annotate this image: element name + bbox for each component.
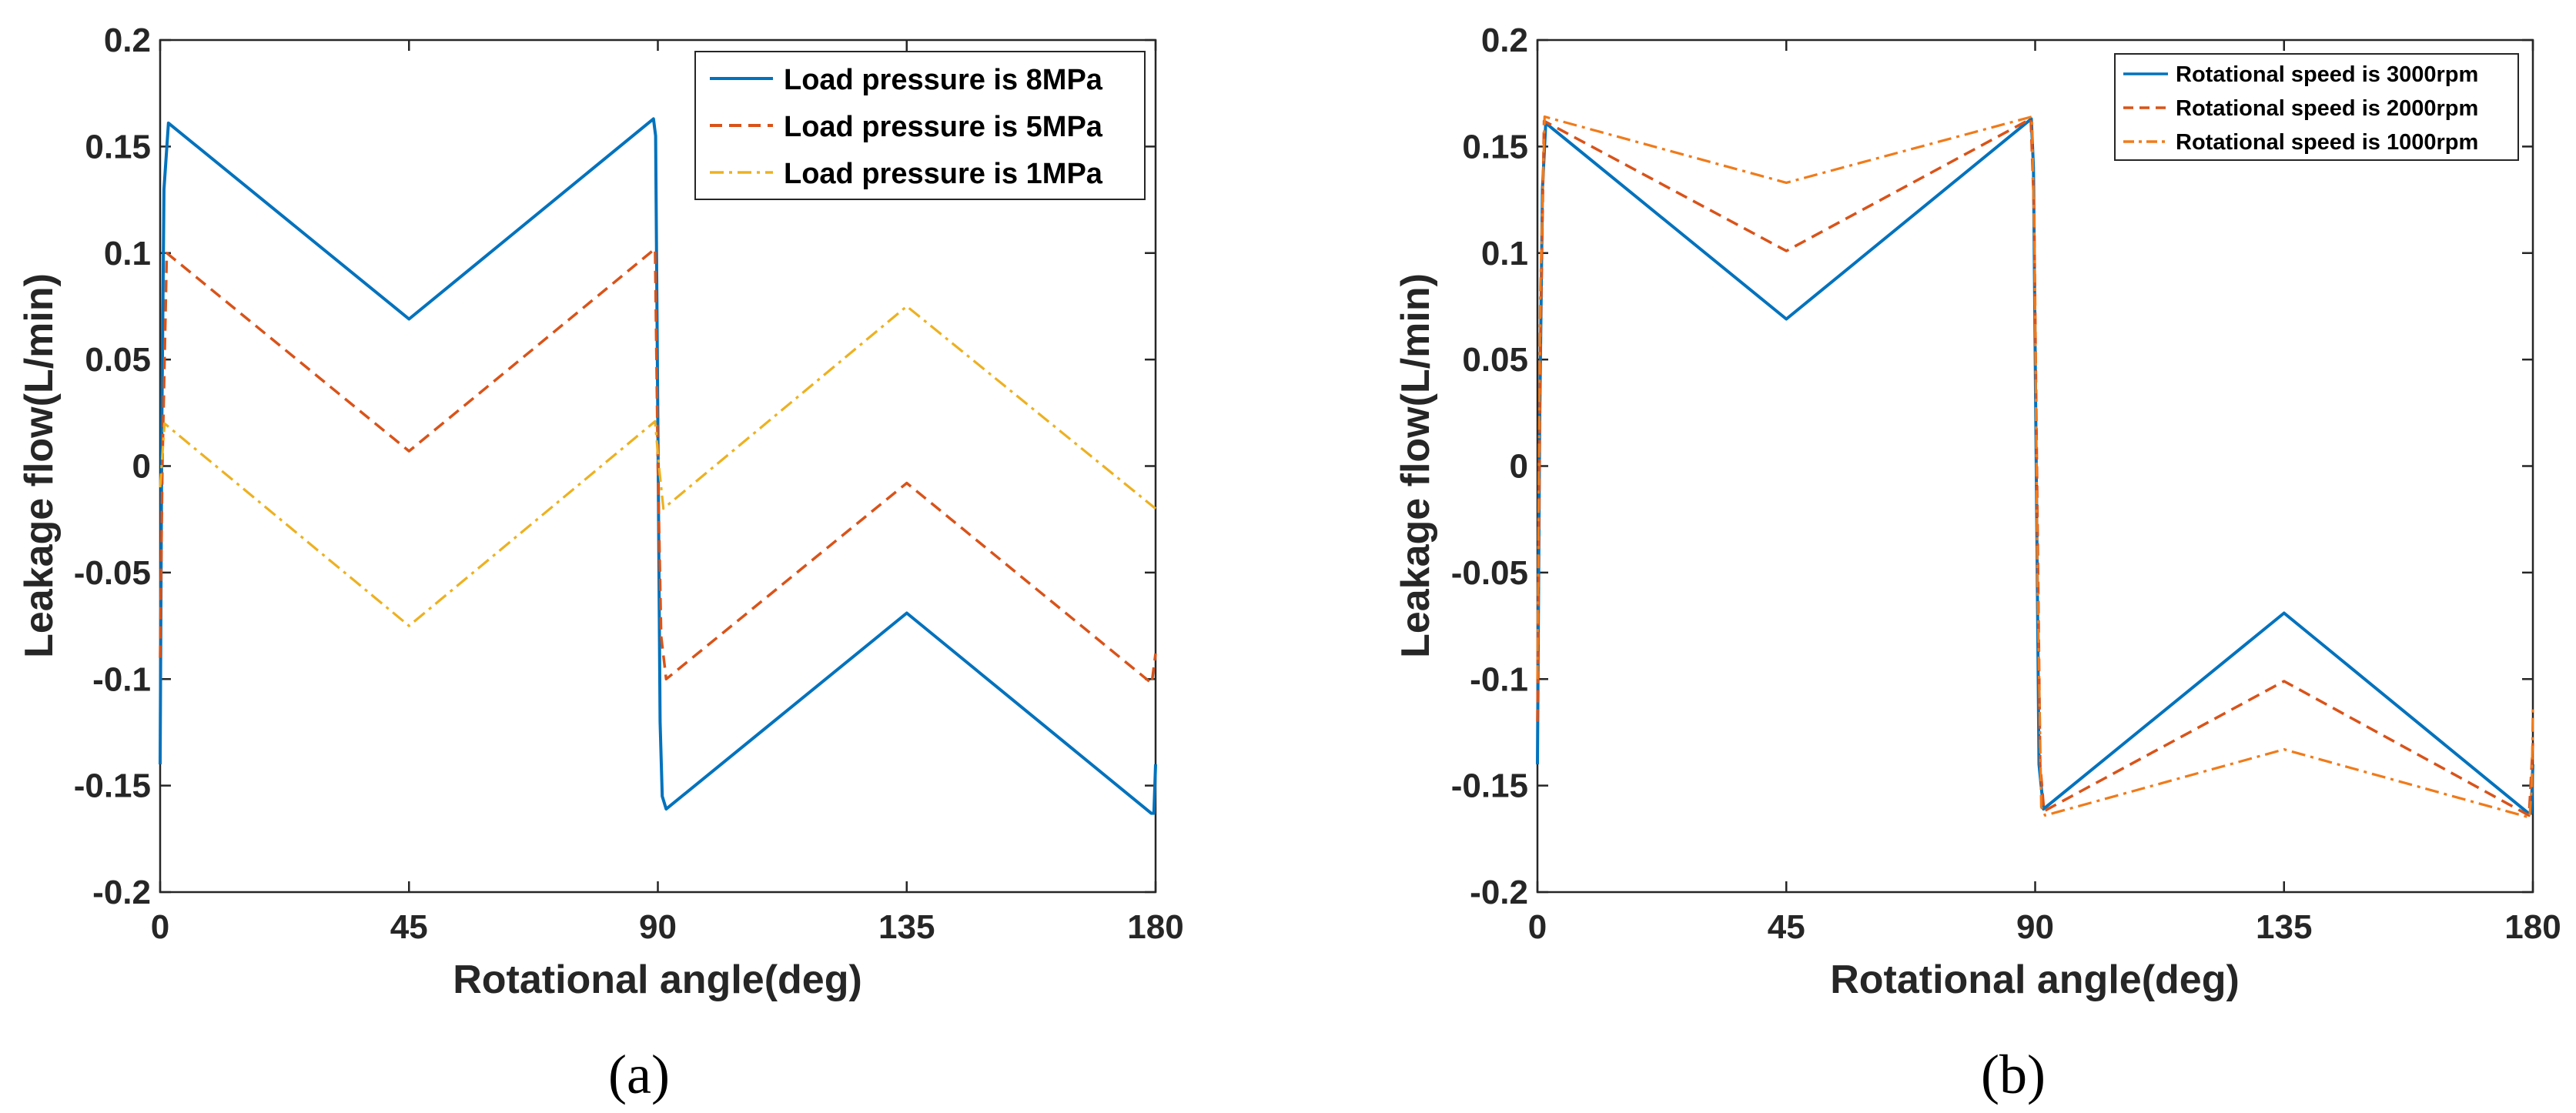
x-tick-label-a: 135 <box>878 908 935 946</box>
legend-label-b-0: Rotational speed is 3000rpm <box>2176 62 2478 87</box>
x-axis-label-a: Rotational angle(deg) <box>453 958 862 1002</box>
chart-panel-b: 0.2 0.15 0.1 0.05 0 -0.05 -0.1 -0.15 -0.2 0 45 90 1… <box>1393 22 2561 1105</box>
legend-label-a-0: Load pressure is 8MPa <box>784 64 1103 96</box>
x-ticks-a: 0 45 90 135 180 <box>151 40 1184 946</box>
y-tick-label-a: 0 <box>132 448 151 486</box>
y-tick-label-a: -0.15 <box>74 767 151 805</box>
x-tick-label-a: 90 <box>639 908 677 946</box>
y-tick-label-b: 0 <box>1510 448 1528 486</box>
chart-panel-a: 0.2 0.15 0.1 0.05 0 -0.05 -0.1 -0.15 -0.2 0 45 90 1… <box>17 22 1184 1105</box>
y-tick-label-b: -0.15 <box>1451 767 1528 805</box>
x-tick-label-b: 135 <box>2256 908 2312 946</box>
legend-label-a-2: Load pressure is 1MPa <box>784 158 1103 190</box>
y-tick-label-b: 0.2 <box>1481 22 1528 59</box>
y-tick-label-b: -0.2 <box>1470 874 1528 911</box>
x-tick-label-b: 45 <box>1768 908 1805 946</box>
y-axis-label-b: Leakage flow(L/min) <box>1393 273 1438 658</box>
legend-box-b <box>2114 53 2519 161</box>
y-tick-label-a: 0.15 <box>85 128 151 165</box>
x-tick-label-b: 90 <box>2016 908 2054 946</box>
legend-label-a-1: Load pressure is 5MPa <box>784 111 1103 143</box>
y-axis-label-a: Leakage flow(L/min) <box>17 273 62 658</box>
series-line-a-1 <box>159 247 1157 685</box>
legend-a: Load pressure is 8MPa Load pressure is 5… <box>694 51 1146 200</box>
x-axis-label-b: Rotational angle(deg) <box>1830 958 2240 1002</box>
series-group-b <box>1536 115 2534 819</box>
series-line-a-0 <box>159 117 1157 815</box>
y-tick-label-a: 0.1 <box>104 235 151 272</box>
x-tick-label-b: 180 <box>2504 908 2561 946</box>
x-tick-label-a: 45 <box>390 908 428 946</box>
y-ticks-b: 0.2 0.15 0.1 0.05 0 -0.05 -0.1 -0.15 -0.2 <box>1451 22 2533 911</box>
y-tick-label-a: -0.2 <box>92 874 151 911</box>
x-tick-label-b: 0 <box>1528 908 1547 946</box>
y-tick-label-a: -0.05 <box>74 554 151 592</box>
y-tick-label-a: -0.1 <box>92 660 151 698</box>
y-tick-label-b: -0.05 <box>1451 554 1528 592</box>
legend-label-b-1: Rotational speed is 2000rpm <box>2176 96 2478 121</box>
y-tick-label-b: -0.1 <box>1470 660 1528 698</box>
y-tick-label-a: 0.2 <box>104 22 151 59</box>
series-group-a <box>159 117 1157 815</box>
y-tick-label-b: 0.05 <box>1462 341 1528 379</box>
x-ticks-b: 0 45 90 135 180 <box>1528 40 2561 946</box>
series-line-a-2 <box>159 305 1157 627</box>
x-tick-label-a: 0 <box>151 908 169 946</box>
y-tick-label-a: 0.05 <box>85 341 151 379</box>
panel-caption-a: (a) <box>608 1044 670 1105</box>
y-ticks-a: 0.2 0.15 0.1 0.05 0 -0.05 -0.1 -0.15 -0.2 <box>74 22 1156 911</box>
legend-label-b-2: Rotational speed is 1000rpm <box>2176 130 2478 155</box>
y-tick-label-b: 0.15 <box>1462 128 1528 165</box>
series-line-b-2 <box>1536 115 2534 819</box>
panel-caption-b: (b) <box>1981 1044 2046 1105</box>
x-tick-label-a: 180 <box>1127 908 1183 946</box>
y-tick-label-b: 0.1 <box>1481 235 1528 272</box>
legend-b: Rotational speed is 3000rpm Rotational s… <box>2114 53 2519 161</box>
